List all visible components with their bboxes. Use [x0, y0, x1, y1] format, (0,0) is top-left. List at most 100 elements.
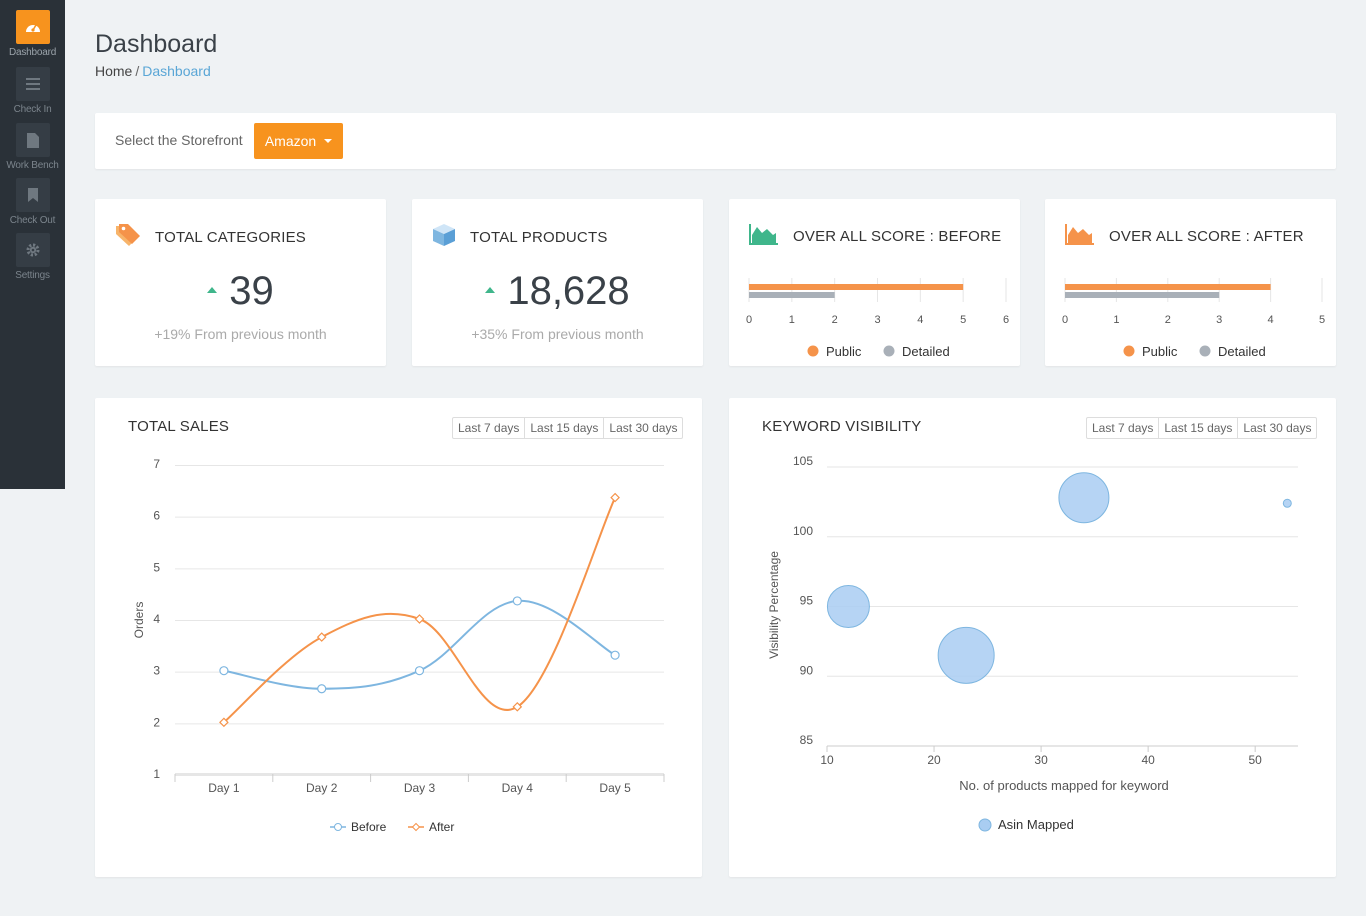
data-point-before	[414, 666, 425, 676]
breadcrumb-home[interactable]: Home	[95, 63, 133, 79]
legend-marker	[807, 345, 819, 357]
data-point-after	[219, 717, 229, 728]
sidebar-item-check-in[interactable]: Check In	[0, 67, 65, 115]
bar-detailed	[1065, 292, 1220, 298]
legend-label: Before	[351, 820, 387, 834]
sidebar-item-label: Check In	[13, 104, 52, 115]
list-icon	[15, 67, 50, 101]
range-7-days-button[interactable]: Last 7 days	[453, 418, 526, 438]
y-tick-label: 4	[153, 612, 160, 626]
tick-label: 1	[789, 314, 795, 326]
sidebar-item-check-out[interactable]: Check Out	[0, 178, 65, 226]
legend-label: After	[429, 820, 454, 834]
bar-public	[1065, 284, 1271, 290]
bubble-point	[826, 585, 870, 628]
legend-marker	[334, 823, 342, 831]
total-categories-card: TOTAL CATEGORIES 39 +19% From previous m…	[95, 199, 386, 366]
stat-change: +35% From previous month	[471, 326, 644, 342]
legend-label: Public	[826, 344, 862, 359]
breadcrumb-current: Dashboard	[142, 63, 211, 79]
data-point-after	[512, 701, 523, 712]
y-tick-label: 7	[153, 457, 160, 471]
x-tick-label: 40	[1141, 753, 1155, 767]
keyword-range-selector: Last 7 days Last 15 days Last 30 days	[1086, 417, 1318, 439]
legend-marker	[978, 818, 992, 832]
legend-label: Detailed	[1218, 344, 1266, 359]
score-after-card: OVER ALL SCORE : AFTER 0 1 2 3 4 5 Public Detai…	[1045, 199, 1336, 366]
total-products-card: TOTAL PRODUCTS 18,628 +35% From previous…	[412, 199, 703, 366]
total-sales-panel: 1 2 3 4 5 6 7 Day 1 Day 2 Day 3 Day 4 Day 5 Orders Be…	[95, 398, 702, 877]
legend-marker	[411, 822, 421, 832]
tick-label: 0	[1062, 314, 1068, 326]
range-7-days-button[interactable]: Last 7 days	[1087, 418, 1160, 438]
tick-label: 4	[917, 314, 923, 326]
x-tick-label: 50	[1249, 753, 1263, 767]
data-point-before	[219, 666, 229, 676]
page-title: Dashboard	[95, 30, 218, 58]
sidebar-item-label: Work Bench	[6, 160, 59, 171]
breadcrumb: Home / Dashboard	[95, 63, 211, 79]
storefront-label: Select the Storefront	[115, 132, 243, 148]
tick-label: 2	[1165, 314, 1171, 326]
sidebar-item-label: Dashboard	[8, 47, 57, 58]
x-tick-label: 10	[820, 753, 834, 767]
breadcrumb-separator: /	[135, 63, 140, 79]
bubble-point	[1282, 498, 1292, 508]
total-sales-chart: 1 2 3 4 5 6 7 Day 1 Day 2 Day 3 Day 4 Day 5 Orders Be…	[132, 457, 665, 834]
stat-title: OVER ALL SCORE : AFTER	[1109, 228, 1304, 245]
storefront-selected: Amazon	[264, 133, 317, 149]
stat-title: TOTAL CATEGORIES	[155, 229, 307, 246]
data-point-before	[610, 650, 620, 660]
legend-marker	[1123, 345, 1135, 357]
y-axis-label: Visibility Percentage	[767, 551, 781, 659]
sidebar-item-dashboard[interactable]: Dashboard	[0, 10, 65, 58]
tick-label: 5	[1319, 314, 1325, 326]
stat-title: OVER ALL SCORE : BEFORE	[793, 228, 1002, 245]
area-chart-icon	[749, 223, 779, 250]
x-tick-label: Day 4	[502, 781, 534, 795]
sidebar-item-label: Check Out	[9, 215, 56, 226]
stat-value: 39	[229, 269, 274, 313]
tick-label: 0	[746, 314, 752, 326]
y-axis-label: Orders	[132, 602, 146, 639]
gear-icon	[15, 233, 50, 267]
data-point-after	[610, 492, 620, 503]
panel-title: KEYWORD VISIBILITY	[762, 418, 922, 435]
legend-label: Asin Mapped	[998, 817, 1074, 832]
range-15-days-button[interactable]: Last 15 days	[525, 418, 605, 438]
tick-label: 2	[832, 314, 838, 326]
storefront-panel: Select the Storefront Amazon	[95, 113, 1336, 169]
stat-value: 18,628	[507, 269, 630, 313]
storefront-dropdown[interactable]: Amazon	[254, 123, 343, 159]
bar-public	[749, 284, 964, 290]
box-icon	[432, 223, 456, 252]
tick-label: 3	[874, 314, 880, 326]
bar-detailed	[749, 292, 835, 298]
trend-up-icon	[207, 286, 218, 293]
range-30-days-button[interactable]: Last 30 days	[609, 421, 678, 435]
document-icon	[15, 123, 50, 157]
score-before-chart: 0 1 2 3 4 5 6 Public Detailed	[746, 278, 1009, 359]
sidebar-item-work-bench[interactable]: Work Bench	[0, 123, 65, 171]
data-point-after	[414, 614, 425, 624]
legend-marker	[1199, 345, 1211, 357]
keyword-visibility-chart: 85 90 95 100 105 10 20 30 40 50 No. of products ma…	[767, 454, 1298, 832]
y-tick-label: 1	[153, 767, 160, 781]
sidebar-item-settings[interactable]: Settings	[0, 233, 65, 281]
data-point-before	[317, 684, 327, 694]
bookmark-icon	[15, 178, 50, 212]
tick-label: 6	[1003, 314, 1009, 326]
y-tick-label: 90	[800, 663, 814, 677]
range-15-days-button[interactable]: Last 15 days	[1159, 418, 1239, 438]
y-tick-label: 5	[153, 560, 160, 574]
stat-change: +19% From previous month	[154, 326, 327, 342]
area-chart-icon	[1065, 223, 1095, 250]
x-tick-label: 20	[927, 753, 941, 767]
trend-up-icon	[485, 286, 496, 293]
x-tick-label: Day 3	[404, 781, 436, 795]
tick-label: 1	[1113, 314, 1119, 326]
x-tick-label: Day 2	[306, 781, 338, 795]
range-30-days-button[interactable]: Last 30 days	[1243, 421, 1312, 435]
tag-icon	[115, 223, 141, 252]
sales-range-selector: Last 7 days Last 15 days Last 30 days	[452, 417, 684, 439]
